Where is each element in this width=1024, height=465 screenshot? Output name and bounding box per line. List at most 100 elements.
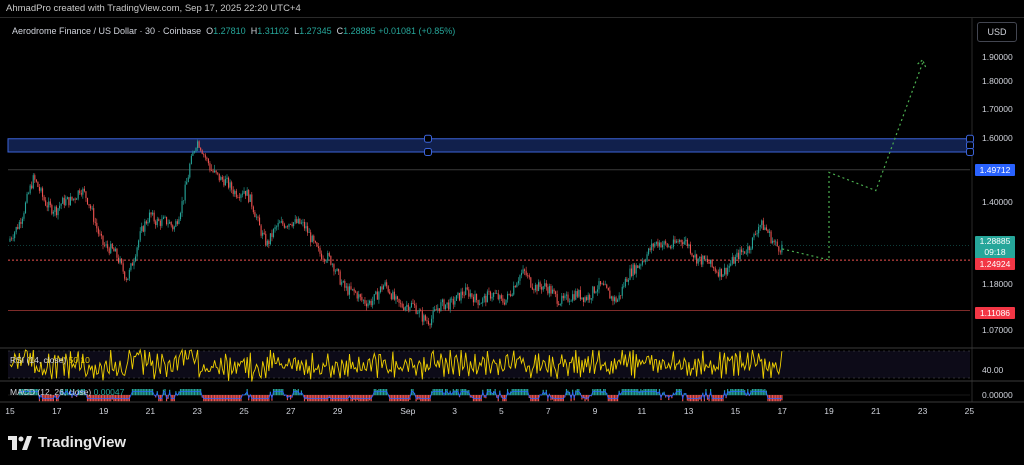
candle-body [751, 237, 753, 249]
macd-bar [103, 395, 106, 402]
currency-button[interactable]: USD [977, 22, 1017, 42]
candle-body [724, 267, 726, 275]
candle-body [713, 266, 715, 269]
candle-body [45, 200, 47, 206]
candle-body [71, 196, 73, 200]
candle-body [65, 199, 67, 206]
candle-body [358, 294, 360, 299]
macd-bar [396, 395, 399, 402]
macd-bar [179, 389, 182, 396]
candle-body [203, 153, 205, 155]
candle-body [558, 303, 560, 305]
macd-bar [401, 395, 403, 402]
candle-body [764, 227, 766, 231]
candle-body [649, 248, 651, 250]
candle-body [730, 263, 732, 266]
macd-bar [736, 389, 738, 396]
macd-bar [382, 389, 385, 396]
candle-body [217, 172, 219, 174]
candle-body [243, 190, 245, 194]
candle-body [17, 227, 19, 229]
candle-body [469, 293, 471, 297]
macd-bar [534, 395, 537, 402]
candle-body [441, 299, 443, 303]
macd-bar [751, 389, 754, 396]
level-price-tag-blue: 1.49712 [975, 164, 1015, 176]
candle-body [23, 213, 25, 219]
macd-bar [525, 389, 527, 396]
time-tick: 7 [545, 406, 551, 416]
candle-body [624, 278, 626, 287]
macd-bar [714, 395, 716, 402]
candle-body [268, 240, 270, 245]
candle-body [742, 251, 744, 253]
macd-bar [641, 390, 643, 396]
candle-body [779, 251, 781, 253]
candle-body [336, 268, 338, 271]
macd-bar [462, 389, 464, 396]
macd-bar [679, 389, 681, 396]
candle-body [586, 297, 588, 300]
macd-bar [280, 389, 282, 396]
candle-body [248, 189, 250, 202]
macd-bar [100, 395, 103, 402]
candle-body [178, 219, 180, 224]
macd-bar [341, 395, 343, 402]
candle-body [353, 288, 355, 292]
candle-body [150, 212, 152, 215]
candle-body [623, 286, 625, 287]
zone-handle [424, 134, 432, 143]
candle-body [476, 294, 478, 301]
candle-body [637, 265, 639, 268]
macd-bar [593, 389, 595, 396]
macd-bar [234, 395, 236, 402]
macd-bar [627, 389, 630, 396]
candle-body [235, 190, 237, 198]
candle-body [452, 298, 454, 305]
candle-body [54, 206, 56, 213]
macd-bar [43, 395, 45, 402]
candle-body [269, 233, 271, 245]
candle-body [744, 251, 746, 254]
macd-bar [434, 389, 436, 396]
resistance-zone[interactable] [7, 138, 971, 153]
candle-body [463, 294, 465, 296]
candle-body [11, 238, 13, 240]
candle-body [741, 249, 743, 253]
macd-bar [741, 389, 743, 396]
macd-bar [334, 395, 337, 402]
macd-bar [719, 395, 721, 402]
candle-body [85, 191, 87, 198]
candle-body [736, 252, 738, 258]
candle-body [775, 241, 777, 243]
macd-bar [263, 395, 265, 402]
candle-body [214, 170, 216, 173]
macd-bar [689, 395, 692, 402]
candle-body [365, 303, 368, 307]
macd-bar [231, 395, 233, 402]
macd-bar [479, 395, 481, 402]
candle-body [555, 291, 557, 295]
price-tick: 1.70000 [982, 104, 1013, 114]
chart-canvas[interactable] [0, 0, 1024, 430]
logo-text: TradingView [38, 434, 127, 451]
time-tick: 25 [239, 406, 249, 416]
candle-body [587, 295, 589, 300]
candle-body [20, 222, 22, 224]
candle-body [446, 302, 448, 305]
macd-bar [694, 395, 696, 402]
candle-body [500, 295, 502, 299]
candle-body [133, 261, 135, 266]
candle-body [519, 275, 521, 281]
candle-body [719, 268, 721, 277]
candle-body [700, 256, 702, 265]
macd-bar [238, 395, 240, 402]
macd-bar [150, 389, 152, 396]
macd-bar [556, 395, 558, 402]
candle-body [711, 259, 713, 267]
time-tick: 25 [964, 406, 975, 416]
candle-body [680, 239, 682, 243]
candle-body [600, 281, 602, 285]
macd-bar [691, 395, 693, 402]
candle-body [538, 282, 540, 292]
